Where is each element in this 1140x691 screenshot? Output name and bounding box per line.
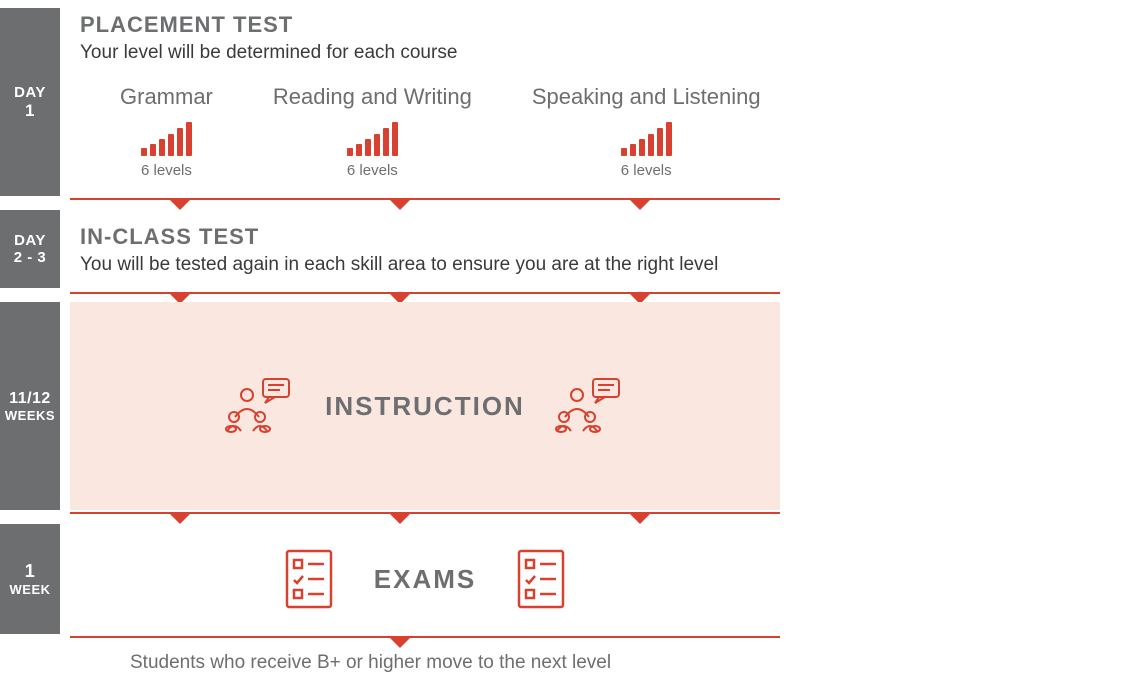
- instruction-right-icon: [555, 377, 625, 435]
- weeks-line2: WEEKS: [5, 408, 55, 423]
- arrow-1a: [168, 198, 192, 210]
- timeline-label-weeks: 11/12 WEEKS: [0, 302, 60, 510]
- course-name: Speaking and Listening: [532, 84, 761, 110]
- day23-line2: 2 - 3: [14, 249, 47, 266]
- day23-line1: DAY: [14, 232, 46, 249]
- arrow-3c: [628, 512, 652, 524]
- signal-bars-icon: [141, 120, 192, 156]
- timeline-label-day23: DAY 2 - 3: [0, 210, 60, 288]
- day1-line2: 1: [25, 101, 35, 121]
- timeline-label-1week: 1 WEEK: [0, 524, 60, 634]
- course-column: Speaking and Listening 6 levels: [532, 84, 761, 179]
- exam-right-icon: [516, 548, 566, 610]
- arrow-1c: [628, 198, 652, 210]
- arrow-1b: [388, 198, 412, 210]
- row1-content: PLACEMENT TEST Your level will be determ…: [80, 12, 780, 179]
- levels-label: 6 levels: [621, 162, 672, 179]
- row2-content: IN-CLASS TEST You will be tested again i…: [80, 224, 780, 276]
- instruction-left-icon: [225, 377, 295, 435]
- course-column: Reading and Writing 6 levels: [273, 84, 472, 179]
- week-line1: 1: [25, 561, 36, 582]
- course-name: Grammar: [120, 84, 213, 110]
- courses-row: Grammar 6 levels Reading and Writing 6 leve…: [80, 84, 780, 179]
- inclass-sub: You will be tested again in each skill a…: [80, 254, 780, 276]
- exam-left-icon: [284, 548, 334, 610]
- levels-label: 6 levels: [141, 162, 192, 179]
- weeks-line1: 11/12: [9, 390, 51, 408]
- day1-line1: DAY: [14, 84, 46, 101]
- inclass-title: IN-CLASS TEST: [80, 224, 780, 250]
- instruction-label: INSTRUCTION: [325, 391, 525, 422]
- arrow-3b: [388, 512, 412, 524]
- course-column: Grammar 6 levels: [120, 84, 213, 179]
- arrow-3a: [168, 512, 192, 524]
- divider-4: [70, 636, 780, 638]
- course-name: Reading and Writing: [273, 84, 472, 110]
- signal-bars-icon: [621, 120, 672, 156]
- levels-label: 6 levels: [347, 162, 398, 179]
- exams-label: EXAMS: [374, 564, 476, 595]
- arrow-4: [388, 636, 412, 648]
- footer-text: Students who receive B+ or higher move t…: [130, 652, 611, 674]
- instruction-block: INSTRUCTION: [70, 302, 780, 510]
- placement-sub: Your level will be determined for each c…: [80, 42, 780, 64]
- signal-bars-icon: [347, 120, 398, 156]
- timeline-label-day1: DAY 1: [0, 8, 60, 196]
- week-line2: WEEK: [10, 582, 51, 597]
- placement-title: PLACEMENT TEST: [80, 12, 780, 38]
- exams-block: EXAMS: [70, 524, 780, 634]
